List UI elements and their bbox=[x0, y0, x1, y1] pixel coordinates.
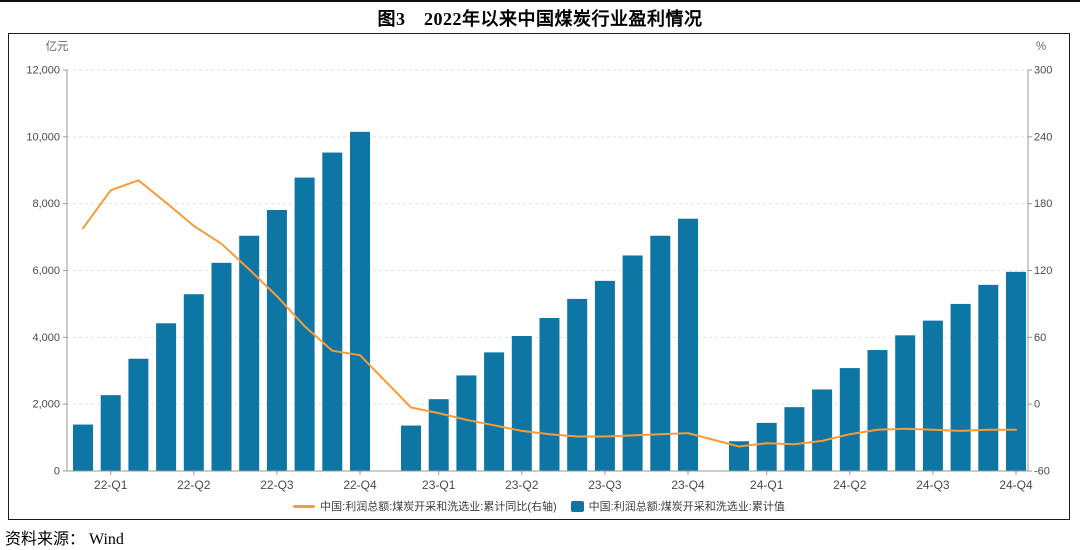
x-axis-label: 22-Q2 bbox=[177, 478, 211, 492]
bar-2023-06 bbox=[511, 335, 532, 471]
bar-2022-10 bbox=[294, 177, 315, 471]
bar-2024-05 bbox=[812, 389, 833, 471]
left-axis-tick-label: 8,000 bbox=[32, 198, 60, 210]
bar-2022-11 bbox=[322, 152, 343, 471]
right-axis-tick-label: 60 bbox=[1034, 332, 1046, 344]
x-axis-label: 22-Q1 bbox=[94, 478, 128, 492]
right-axis-unit: % bbox=[1036, 41, 1046, 53]
right-axis-tick-label: 0 bbox=[1034, 399, 1040, 411]
legend-item-yoy-line: 中国:利润总额:煤炭开采和洗选业:累计同比(右轴) bbox=[293, 498, 557, 514]
x-axis-label: 24-Q3 bbox=[916, 478, 950, 492]
x-axis-label: 24-Q4 bbox=[999, 478, 1033, 492]
left-axis-tick-label: 0 bbox=[54, 466, 60, 478]
bar-2024-08 bbox=[895, 335, 916, 471]
right-axis-tick-label: 180 bbox=[1034, 198, 1052, 210]
bar-2023-04 bbox=[456, 375, 477, 471]
left-axis-tick-label: 4,000 bbox=[32, 332, 60, 344]
bar-2022-07 bbox=[211, 262, 232, 471]
legend-bar-swatch bbox=[570, 500, 584, 512]
bar-2023-08 bbox=[567, 298, 588, 471]
legend-line-swatch bbox=[293, 504, 316, 508]
top-divider-rule bbox=[0, 0, 1080, 2]
bar-2024-03 bbox=[756, 422, 777, 471]
bar-2022-04 bbox=[128, 358, 149, 471]
bar-2023-09 bbox=[594, 280, 615, 471]
bar-2022-08 bbox=[239, 235, 260, 471]
bar-2024-06 bbox=[839, 368, 860, 471]
left-axis-tick-label: 2,000 bbox=[32, 399, 60, 411]
bar-2023-05 bbox=[484, 352, 505, 471]
bar-2023-11 bbox=[650, 235, 671, 471]
right-axis-tick-label: 120 bbox=[1034, 265, 1052, 277]
bar-2022-05 bbox=[156, 323, 177, 471]
x-axis-label: 24-Q2 bbox=[833, 478, 867, 492]
bar-2024-09 bbox=[922, 320, 943, 471]
bar-2024-12 bbox=[1006, 271, 1026, 471]
left-axis-tick-label: 6,000 bbox=[32, 265, 60, 277]
left-axis-unit: 亿元 bbox=[46, 40, 69, 53]
source-note: 资料来源： Wind bbox=[5, 531, 124, 548]
chart-frame: 亿元% 0 2,000 4,000 6,000 8,000 10,000 12,000 -60 0… bbox=[8, 33, 1070, 520]
x-axis-label: 23-Q3 bbox=[588, 478, 622, 492]
left-axis-tick-label: 10,000 bbox=[26, 131, 60, 143]
left-axis-tick-label: 12,000 bbox=[26, 65, 60, 77]
bar-2023-10 bbox=[622, 255, 643, 471]
bar-2023-12 bbox=[678, 218, 698, 471]
legend-item-profit-bar: 中国:利润总额:煤炭开采和洗选业:累计值 bbox=[570, 498, 785, 514]
chart-title: 图3 2022年以来中国煤炭行业盈利情况 bbox=[377, 9, 703, 29]
x-axis-label: 23-Q4 bbox=[671, 478, 705, 492]
right-axis-tick-label: 300 bbox=[1034, 65, 1052, 77]
bar-2022-06 bbox=[183, 294, 204, 471]
x-axis-label: 23-Q2 bbox=[505, 478, 539, 492]
right-axis-tick-label: 240 bbox=[1034, 131, 1052, 143]
x-axis-label: 24-Q1 bbox=[750, 478, 784, 492]
bar-2023-02 bbox=[401, 425, 421, 471]
bar-2024-02 bbox=[729, 441, 749, 471]
x-axis-label: 22-Q3 bbox=[260, 478, 294, 492]
bar-2024-04 bbox=[784, 407, 805, 471]
legend-line-label: 中国:利润总额:煤炭开采和洗选业:累计同比(右轴) bbox=[320, 501, 557, 513]
profit-bar-line-chart: 亿元 % 0 2,000 4,000 6,000 8,000 10,000 12,000 -60 0… bbox=[26, 40, 1052, 492]
legend-bar-label: 中国:利润总额:煤炭开采和洗选业:累计值 bbox=[588, 501, 785, 513]
bar-2024-10 bbox=[950, 303, 971, 471]
bar-2024-07 bbox=[867, 350, 888, 471]
x-axis-label: 22-Q4 bbox=[343, 478, 377, 492]
yoy-trend-line bbox=[82, 179, 1017, 448]
bar-2022-02 bbox=[73, 424, 93, 471]
bar-2023-03 bbox=[428, 399, 449, 471]
x-axis-label: 23-Q1 bbox=[422, 478, 456, 492]
bar-2022-12 bbox=[350, 131, 370, 471]
right-axis-tick-label: -60 bbox=[1034, 466, 1050, 478]
bar-2024-11 bbox=[978, 284, 999, 471]
bar-2022-03 bbox=[100, 395, 121, 471]
bar-2023-07 bbox=[539, 317, 560, 471]
chart-legend: 中国:利润总额:煤炭开采和洗选业:累计同比(右轴) 中国:利润总额:煤炭开采和洗… bbox=[9, 498, 1069, 514]
bar-2022-09 bbox=[266, 210, 287, 471]
